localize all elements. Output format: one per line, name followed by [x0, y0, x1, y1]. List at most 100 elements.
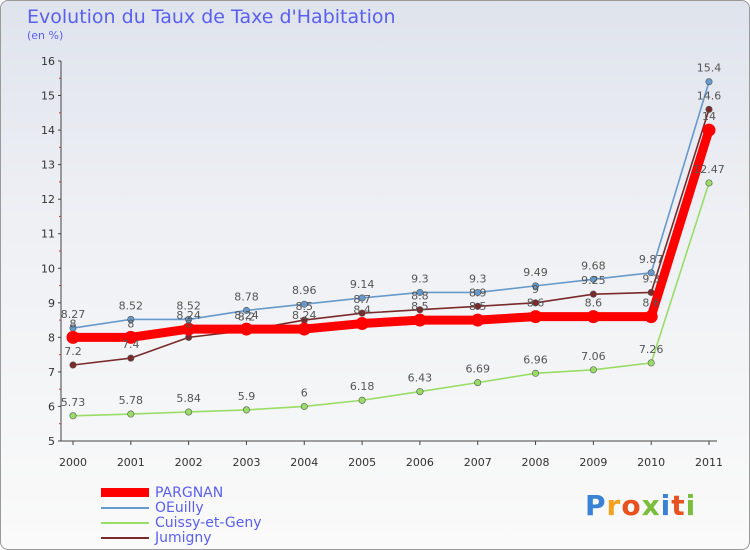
data-point: [705, 105, 713, 113]
data-label: 6.18: [350, 380, 375, 393]
data-label: 8.52: [119, 299, 144, 312]
data-point: [532, 299, 540, 307]
data-label: 8.5: [296, 300, 314, 313]
data-point: [705, 179, 713, 187]
y-tick-label: 10: [41, 262, 55, 275]
data-label: 9.3: [469, 272, 487, 285]
x-tick-label: 2006: [406, 456, 434, 469]
legend-label: OEuilly: [155, 499, 204, 516]
data-point: [589, 275, 597, 283]
logo-letter: i: [685, 489, 697, 522]
x-tick-label: 2011: [695, 456, 723, 469]
data-point: [127, 410, 135, 418]
data-label: 6.43: [408, 372, 433, 385]
x-tick-label: 2007: [464, 456, 492, 469]
data-label: 9.87: [639, 253, 664, 266]
data-label: 9.25: [581, 274, 606, 287]
data-label: 8.4: [353, 304, 371, 317]
data-point: [532, 369, 540, 377]
data-point: [242, 306, 250, 314]
data-label: 14: [702, 110, 716, 123]
data-label: 5.84: [176, 392, 201, 405]
data-label: 8.5: [411, 300, 429, 313]
data-label: 8.8: [411, 290, 429, 303]
y-tick-label: 12: [41, 193, 55, 206]
data-point: [358, 396, 366, 404]
data-point: [471, 313, 485, 327]
data-label: 8.9: [469, 286, 487, 299]
data-label: 8.52: [176, 299, 201, 312]
data-point: [66, 330, 80, 344]
legend: PARGNAN OEuilly Cuissy-et-Geny Jumigny: [101, 485, 262, 546]
y-tick-label: 13: [41, 159, 55, 172]
y-tick-label: 6: [48, 400, 55, 413]
y-tick-label: 14: [41, 124, 55, 137]
data-label: 8.5: [469, 300, 487, 313]
data-point: [586, 310, 600, 324]
x-tick-label: 2002: [175, 456, 203, 469]
data-label: 7.4: [122, 338, 140, 351]
legend-swatch: [101, 521, 149, 524]
data-point: [358, 309, 366, 317]
data-label: 8.6: [527, 297, 545, 310]
data-label: 12.47: [693, 163, 725, 176]
data-point: [297, 322, 311, 336]
logo-letter: r: [606, 489, 622, 522]
logo-letter: o: [621, 489, 642, 522]
data-point: [355, 317, 369, 331]
data-label: 8.24: [292, 309, 317, 322]
data-label: 5.78: [119, 394, 144, 407]
legend-item-pargnan: PARGNAN: [101, 485, 262, 501]
data-point: [416, 388, 424, 396]
data-point: [474, 288, 482, 296]
data-point: [300, 402, 308, 410]
series-line-cuissy-et-geny: [72, 182, 710, 417]
data-point: [589, 290, 597, 298]
legend-item-jumigny: Jumigny: [101, 529, 262, 546]
data-point: [242, 406, 250, 414]
y-tick-label: 11: [41, 228, 55, 241]
data-label: 8.78: [234, 290, 259, 303]
data-point: [124, 330, 138, 344]
data-point: [127, 315, 135, 323]
data-point: [416, 288, 424, 296]
data-label: 8: [185, 317, 192, 330]
data-point: [69, 412, 77, 420]
x-tick-label: 2005: [348, 456, 376, 469]
legend-swatch: [101, 536, 149, 539]
x-tick-label: 2008: [522, 456, 550, 469]
legend-swatch: [101, 506, 149, 509]
data-point: [589, 366, 597, 374]
data-label: 8: [70, 317, 77, 330]
x-tick-label: 2010: [637, 456, 665, 469]
logo-letter: P: [585, 489, 607, 522]
data-point: [474, 379, 482, 387]
chart-unit-label: (en %): [27, 29, 64, 42]
data-label: 5.9: [238, 390, 256, 403]
data-label: 7.06: [581, 350, 606, 363]
logo-letter: x: [641, 489, 661, 522]
legend-swatch: [101, 488, 149, 497]
data-label: 7.2: [64, 345, 82, 358]
data-label: 8.96: [292, 284, 317, 297]
series-line-pargnan: [73, 128, 714, 342]
data-point: [413, 313, 427, 327]
data-label: 6.96: [523, 353, 548, 366]
data-label: 15.4: [697, 62, 722, 75]
data-point: [69, 361, 77, 369]
y-tick-label: 15: [41, 90, 55, 103]
legend-label: Jumigny: [155, 529, 212, 546]
data-label: 9.68: [581, 259, 606, 272]
data-label: 9.49: [523, 266, 548, 279]
x-tick-label: 2009: [579, 456, 607, 469]
series-line-jumigny: [72, 109, 710, 366]
data-point: [702, 123, 716, 137]
x-tick-label: 2004: [290, 456, 318, 469]
data-point: [474, 302, 482, 310]
data-point: [416, 306, 424, 314]
data-label: 8.2: [238, 310, 256, 323]
logo-letter: i: [660, 489, 672, 522]
data-point: [647, 269, 655, 277]
